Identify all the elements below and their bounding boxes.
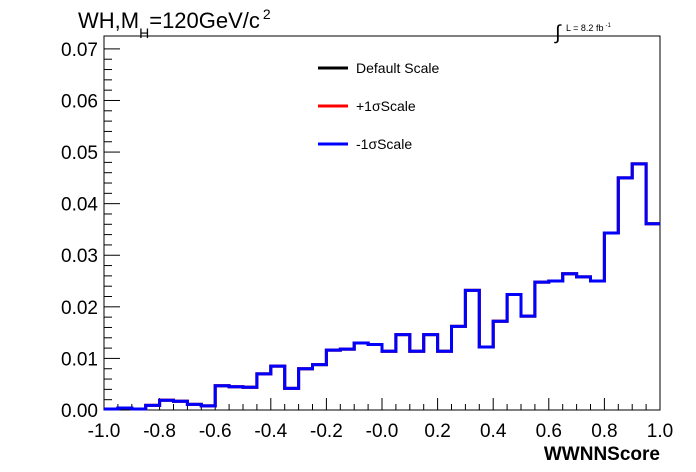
y-tick-label: 0.00 xyxy=(61,401,98,422)
luminosity-text: L = 8.2 fb xyxy=(566,23,603,33)
plot-frame xyxy=(103,35,661,411)
x-axis xyxy=(103,398,661,410)
title-main: WH,M xyxy=(78,8,139,33)
y-tick-label: 0.02 xyxy=(61,298,98,319)
x-tick-label: -0.4 xyxy=(254,421,287,442)
y-tick-label: 0.03 xyxy=(61,246,98,267)
x-tick-label: -0.2 xyxy=(310,421,343,442)
y-tick-label: 0.07 xyxy=(61,40,98,61)
legend-label: +1σScale xyxy=(356,98,416,114)
legend-label: Default Scale xyxy=(356,60,439,76)
y-tick-label: 0.01 xyxy=(61,349,98,370)
x-tick-label: 1.0 xyxy=(647,421,673,442)
y-axis xyxy=(104,48,120,411)
x-tick-label: -0.6 xyxy=(199,421,232,442)
legend-label: -1σScale xyxy=(356,136,412,152)
y-tick-label: 0.05 xyxy=(61,143,98,164)
luminosity-superscript: -1 xyxy=(605,23,611,29)
y-tick-label: 0.04 xyxy=(61,195,98,216)
x-tick-label: -1.0 xyxy=(88,421,121,442)
luminosity-label: L = 8.2 fb -1 xyxy=(566,23,611,33)
series-line-1 xyxy=(104,162,660,411)
title-superscript: 2 xyxy=(263,6,271,22)
x-tick-label: -0.8 xyxy=(143,421,176,442)
y-tick-label: 0.06 xyxy=(61,91,98,112)
series-line-2 xyxy=(104,162,660,411)
chart-title: WH,MH=120GeV/c 2 xyxy=(78,6,271,41)
x-tick-label: -0.0 xyxy=(366,421,399,442)
luminosity-integral: ∫ xyxy=(554,22,562,44)
title-subscript: H xyxy=(139,25,149,41)
x-tick-label: 0.6 xyxy=(536,421,562,442)
title-rest: =120GeV/c xyxy=(149,8,260,33)
x-tick-labels: -1.0 -0.8 -0.6 -0.4 -0.2 -0.0 0.2 0.4 0.6 0.8 1.0 xyxy=(88,421,674,442)
x-tick-label: 0.8 xyxy=(591,421,617,442)
legend: Default Scale +1σScale -1σScale xyxy=(318,60,439,152)
x-axis-label: WWNNScore xyxy=(544,444,660,465)
y-tick-labels: 0.00 0.01 0.02 0.03 0.04 0.05 0.06 0.07 xyxy=(61,40,98,422)
series-group xyxy=(104,162,660,411)
x-tick-label: 0.4 xyxy=(480,421,507,442)
series-line-0 xyxy=(104,162,660,411)
x-tick-label: 0.2 xyxy=(424,421,450,442)
